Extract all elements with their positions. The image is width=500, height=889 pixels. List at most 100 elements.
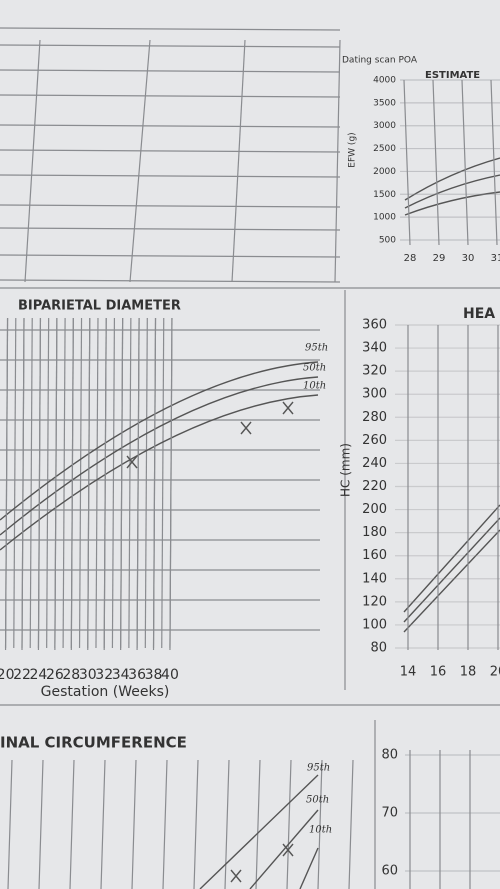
- form-line: [7, 759, 13, 889]
- x-tick-label: 36: [128, 667, 146, 683]
- form-line: [0, 279, 341, 283]
- y-tick-label: 280: [362, 410, 387, 425]
- form-line: [111, 317, 116, 649]
- x-tick-label: 14: [400, 665, 417, 680]
- form-line: [128, 317, 132, 649]
- y-tick-label: 220: [362, 479, 387, 494]
- form-line: [131, 759, 137, 889]
- percentile-curve: [404, 191, 500, 216]
- x-tick-label: 26: [46, 667, 64, 683]
- percentile-label: 50th: [303, 363, 326, 374]
- percentile-label: 95th: [307, 763, 330, 774]
- grid-line: [461, 79, 469, 246]
- grid-line: [4, 317, 9, 651]
- y-tick-label: 240: [362, 456, 387, 471]
- form-line: [0, 254, 341, 258]
- form-line: [0, 227, 341, 231]
- form-line: [95, 317, 99, 649]
- form-line: [255, 759, 261, 889]
- percentile-curve: [403, 504, 500, 613]
- percentile-curve: [249, 809, 319, 889]
- form-line: [0, 204, 341, 208]
- y-tick-label: 1000: [373, 213, 396, 223]
- grid-line: [490, 79, 498, 246]
- form-line: [29, 317, 33, 649]
- x-tick-label: 28: [62, 667, 80, 683]
- form-line: [348, 759, 354, 889]
- form-line: [162, 759, 168, 889]
- y-tick-label: 260: [362, 433, 387, 448]
- form-line: [126, 455, 138, 469]
- x-tick-label: 22: [13, 667, 31, 683]
- form-line: [193, 759, 199, 889]
- x-tick-label: 29: [433, 253, 446, 264]
- y-tick-label: 60: [381, 864, 398, 879]
- x-tick-label: 18: [460, 665, 477, 680]
- form-line: [231, 39, 246, 283]
- form-line: [13, 317, 17, 649]
- grid-line: [136, 317, 140, 651]
- percentile-label: 10th: [303, 381, 326, 392]
- y-tick-label: 320: [362, 364, 387, 379]
- form-line: [62, 317, 66, 649]
- form-line: [78, 317, 83, 649]
- y-tick-label: 4000: [373, 76, 396, 86]
- form-line: [230, 869, 242, 883]
- y-axis-label: EFW (g): [348, 132, 358, 167]
- chart-title: ESTIMATE: [425, 70, 480, 81]
- x-tick-label: 30: [79, 667, 97, 683]
- form-line: [282, 843, 294, 857]
- form-line: [282, 401, 294, 415]
- x-tick-label: 34: [112, 667, 130, 683]
- x-tick-label: 28: [404, 253, 417, 264]
- form-line: [100, 759, 106, 889]
- grid-line: [21, 317, 25, 651]
- grid-line: [152, 317, 157, 651]
- y-tick-label: 2000: [373, 167, 396, 177]
- y-tick-label: 70: [381, 806, 398, 821]
- chart-title: BIPARIETAL DIAMETER: [18, 299, 181, 314]
- percentile-curve: [404, 174, 500, 209]
- chart-title: INAL CIRCUMFERENCE: [0, 734, 187, 752]
- x-tick-label: 20: [490, 665, 500, 680]
- percentile-curve: [299, 847, 319, 889]
- y-tick-label: 1500: [373, 190, 396, 200]
- grid-line: [432, 79, 440, 246]
- grid-line: [403, 79, 411, 246]
- percentile-label: 10th: [309, 825, 332, 836]
- percentile-curve: [404, 157, 500, 201]
- y-tick-label: 340: [362, 341, 387, 356]
- percentile-label: 50th: [306, 795, 329, 806]
- y-tick-label: 140: [362, 571, 387, 586]
- y-tick-label: 100: [362, 617, 387, 632]
- y-tick-label: 360: [362, 318, 387, 333]
- y-tick-label: 80: [381, 748, 398, 763]
- x-tick-label: 16: [430, 665, 447, 680]
- grid-line: [120, 317, 124, 651]
- x-tick-label: 38: [145, 667, 163, 683]
- form-line: [38, 759, 44, 889]
- grid-line: [70, 317, 74, 651]
- form-line: [0, 94, 341, 98]
- x-tick-label: 30: [462, 253, 475, 264]
- form-line: [334, 39, 341, 283]
- chart-title: HEA: [463, 306, 495, 322]
- y-tick-label: 160: [362, 548, 387, 563]
- form-line: [0, 27, 341, 31]
- percentile-curve: [199, 774, 319, 889]
- form-line: [0, 69, 341, 73]
- y-tick-label: 3500: [373, 98, 396, 108]
- form-line: [69, 759, 75, 889]
- form-line: [0, 44, 341, 48]
- percentile-curve: [0, 361, 319, 521]
- y-tick-label: 180: [362, 525, 387, 540]
- form-line: [0, 174, 341, 178]
- form-line: [240, 421, 252, 435]
- x-tick-label: 31: [491, 253, 500, 264]
- x-tick-label: 20: [0, 667, 14, 683]
- y-tick-label: 300: [362, 387, 387, 402]
- grid-line: [169, 317, 173, 651]
- y-tick-label: 120: [362, 594, 387, 609]
